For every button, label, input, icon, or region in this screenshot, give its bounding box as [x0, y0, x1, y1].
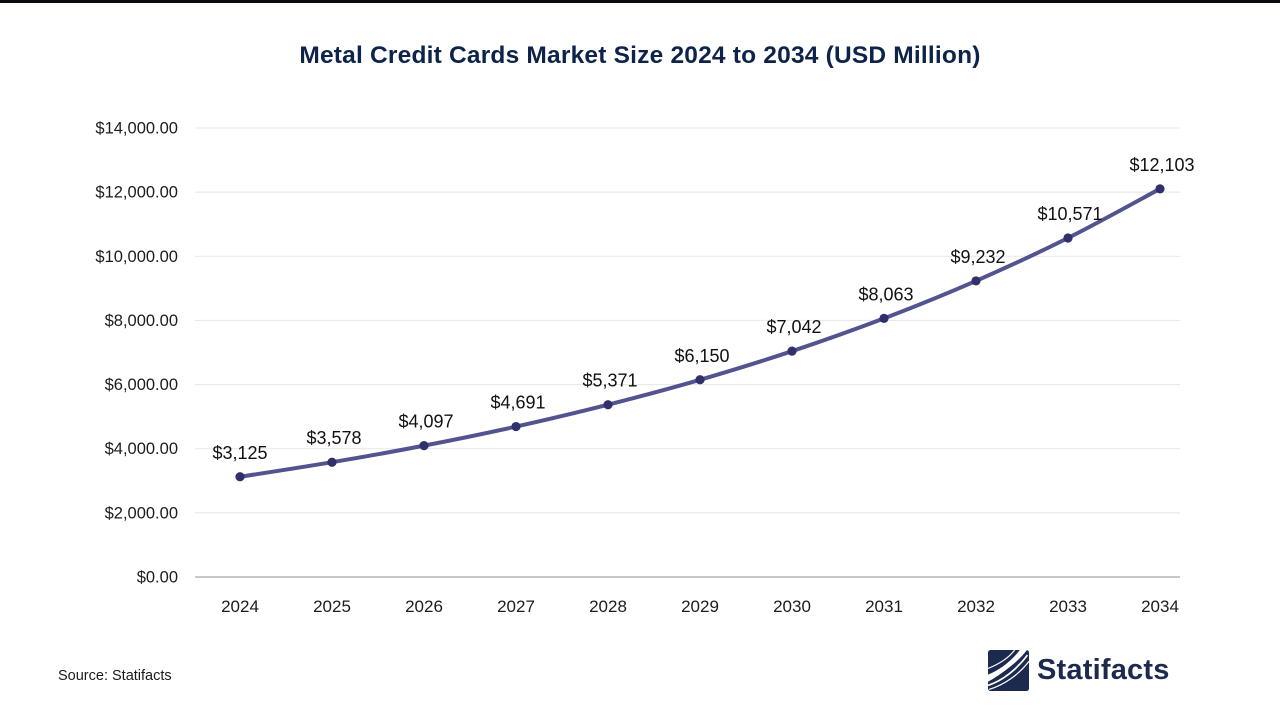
data-point	[1063, 233, 1073, 243]
data-point	[879, 313, 889, 324]
y-tick-label: $2,000.00	[105, 504, 178, 522]
y-tick-label: $10,000.00	[95, 248, 178, 266]
y-tick-label: $8,000.00	[105, 312, 178, 330]
data-point-label: $12,103	[1129, 155, 1194, 175]
x-tick-label: 2030	[773, 597, 811, 616]
brand-name: Statifacts	[1037, 653, 1170, 686]
data-point	[419, 441, 429, 451]
data-point-label: $7,042	[766, 317, 821, 337]
data-point-label: $4,097	[398, 412, 453, 432]
y-tick-label: $12,000.00	[95, 184, 178, 202]
x-tick-label: 2025	[313, 597, 351, 616]
top-border-strip	[0, 0, 1280, 3]
x-tick-label: 2029	[681, 597, 719, 616]
y-tick-label: $6,000.00	[105, 376, 178, 394]
data-point-label: $6,150	[674, 346, 729, 366]
x-tick-label: 2028	[589, 597, 627, 616]
x-tick-label: 2026	[405, 597, 443, 616]
source-note: Source: Statifacts	[58, 668, 172, 684]
data-point	[603, 400, 613, 410]
data-point	[235, 472, 245, 482]
x-tick-label: 2032	[957, 597, 995, 616]
x-tick-label: 2027	[497, 597, 535, 616]
data-point-label: $10,571	[1037, 204, 1102, 224]
brand-logo: Statifacts	[988, 648, 1170, 692]
data-point-label: $5,371	[582, 371, 637, 391]
data-point-label: $4,691	[490, 393, 545, 413]
data-point	[971, 276, 981, 286]
data-point-label: $3,125	[212, 443, 267, 463]
data-point	[695, 375, 705, 385]
y-tick-label: $4,000.00	[105, 440, 178, 458]
x-tick-label: 2024	[221, 597, 259, 616]
data-point-label: $8,063	[858, 284, 913, 304]
data-point-label: $3,578	[306, 428, 361, 448]
data-point	[1155, 184, 1165, 194]
y-tick-label: $14,000.00	[95, 120, 178, 138]
series-line	[238, 186, 1162, 479]
x-tick-label: 2034	[1141, 597, 1179, 616]
data-point	[787, 346, 797, 356]
y-tick-label: $0.00	[137, 569, 178, 587]
x-tick-label: 2031	[865, 597, 903, 616]
statifacts-waves-icon	[988, 649, 1029, 691]
chart-title: Metal Credit Cards Market Size 2024 to 2…	[299, 42, 981, 69]
data-point	[327, 457, 337, 467]
data-point-label: $9,232	[950, 247, 1005, 267]
data-point	[511, 421, 521, 432]
x-tick-label: 2033	[1049, 597, 1087, 616]
